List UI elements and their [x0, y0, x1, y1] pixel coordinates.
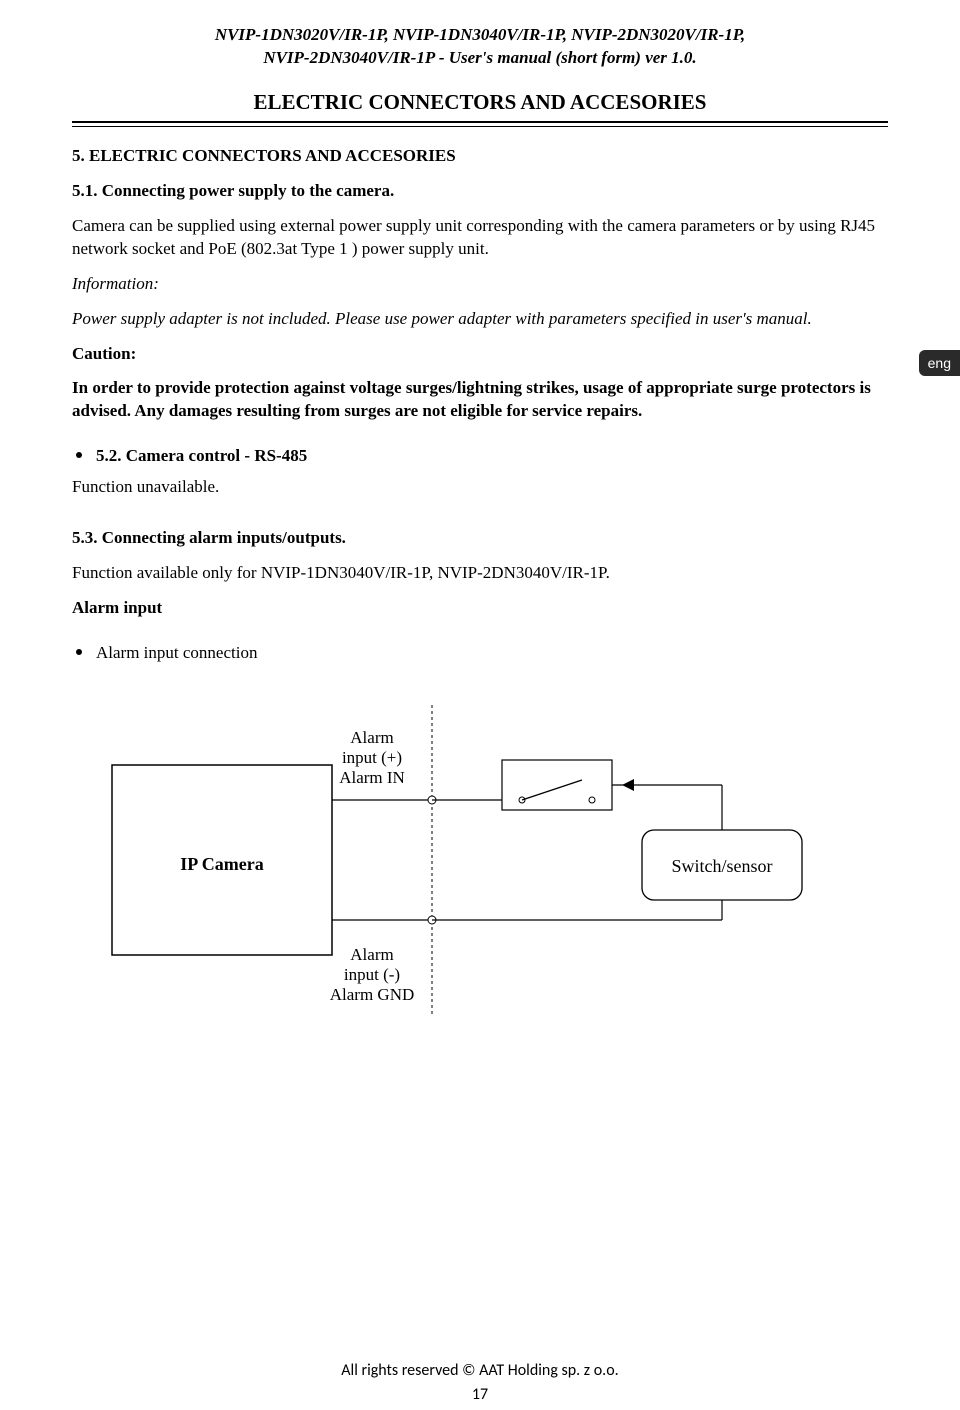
header-line-1: NVIP-1DN3020V/IR-1P, NVIP-1DN3040V/IR-1P… — [72, 24, 888, 47]
bullet-icon — [76, 649, 82, 655]
bullet-5-2: 5.2. Camera control - RS-485 — [72, 445, 888, 468]
diagram-alarm-in-l1: Alarm — [350, 728, 393, 747]
footer-text: All rights reserved © AAT Holding sp. z … — [0, 1361, 960, 1380]
body-5-1: Camera can be supplied using external po… — [72, 215, 888, 261]
alarm-input-label: Alarm input — [72, 597, 888, 620]
alarm-conn-label: Alarm input connection — [96, 642, 257, 665]
diagram-svg: IP Camera Alarm input (+) Alarm IN Alarm… — [72, 705, 888, 1035]
heading-5-2: 5.2. Camera control - RS-485 — [96, 445, 307, 468]
diagram-switch-sensor-label: Switch/sensor — [672, 856, 773, 876]
bullet-alarm-conn: Alarm input connection — [72, 642, 888, 665]
body-5-2: Function unavailable. — [72, 476, 888, 499]
diagram-ip-camera-label: IP Camera — [180, 854, 263, 874]
heading-5-1: 5.1. Connecting power supply to the came… — [72, 180, 888, 203]
heading-5-3: 5.3. Connecting alarm inputs/outputs. — [72, 527, 888, 550]
header-line-2: NVIP-2DN3040V/IR-1P - User's manual (sho… — [72, 47, 888, 70]
bullet-icon — [76, 452, 82, 458]
diagram-alarm-in-l3: Alarm IN — [339, 768, 405, 787]
diagram-alarm-in-l2: input (+) — [342, 748, 402, 767]
page-number: 17 — [0, 1385, 960, 1404]
information-label: Information: — [72, 273, 888, 296]
heading-5: 5. ELECTRIC CONNECTORS AND ACCESORIES — [72, 145, 888, 168]
information-body: Power supply adapter is not included. Pl… — [72, 308, 888, 331]
body-5-3: Function available only for NVIP-1DN3040… — [72, 562, 888, 585]
caution-label: Caution: — [72, 343, 888, 366]
alarm-connection-diagram: IP Camera Alarm input (+) Alarm IN Alarm… — [72, 705, 888, 1042]
language-tab: eng — [919, 350, 960, 376]
section-title: ELECTRIC CONNECTORS AND ACCESORIES — [72, 90, 888, 115]
diagram-alarm-gnd-l3: Alarm GND — [330, 985, 415, 1004]
diagram-alarm-gnd-l2: input (-) — [344, 965, 400, 984]
diagram-alarm-gnd-l1: Alarm — [350, 945, 393, 964]
caution-body: In order to provide protection against v… — [72, 377, 888, 423]
horizontal-rule — [72, 121, 888, 127]
page-header: NVIP-1DN3020V/IR-1P, NVIP-1DN3040V/IR-1P… — [72, 24, 888, 70]
